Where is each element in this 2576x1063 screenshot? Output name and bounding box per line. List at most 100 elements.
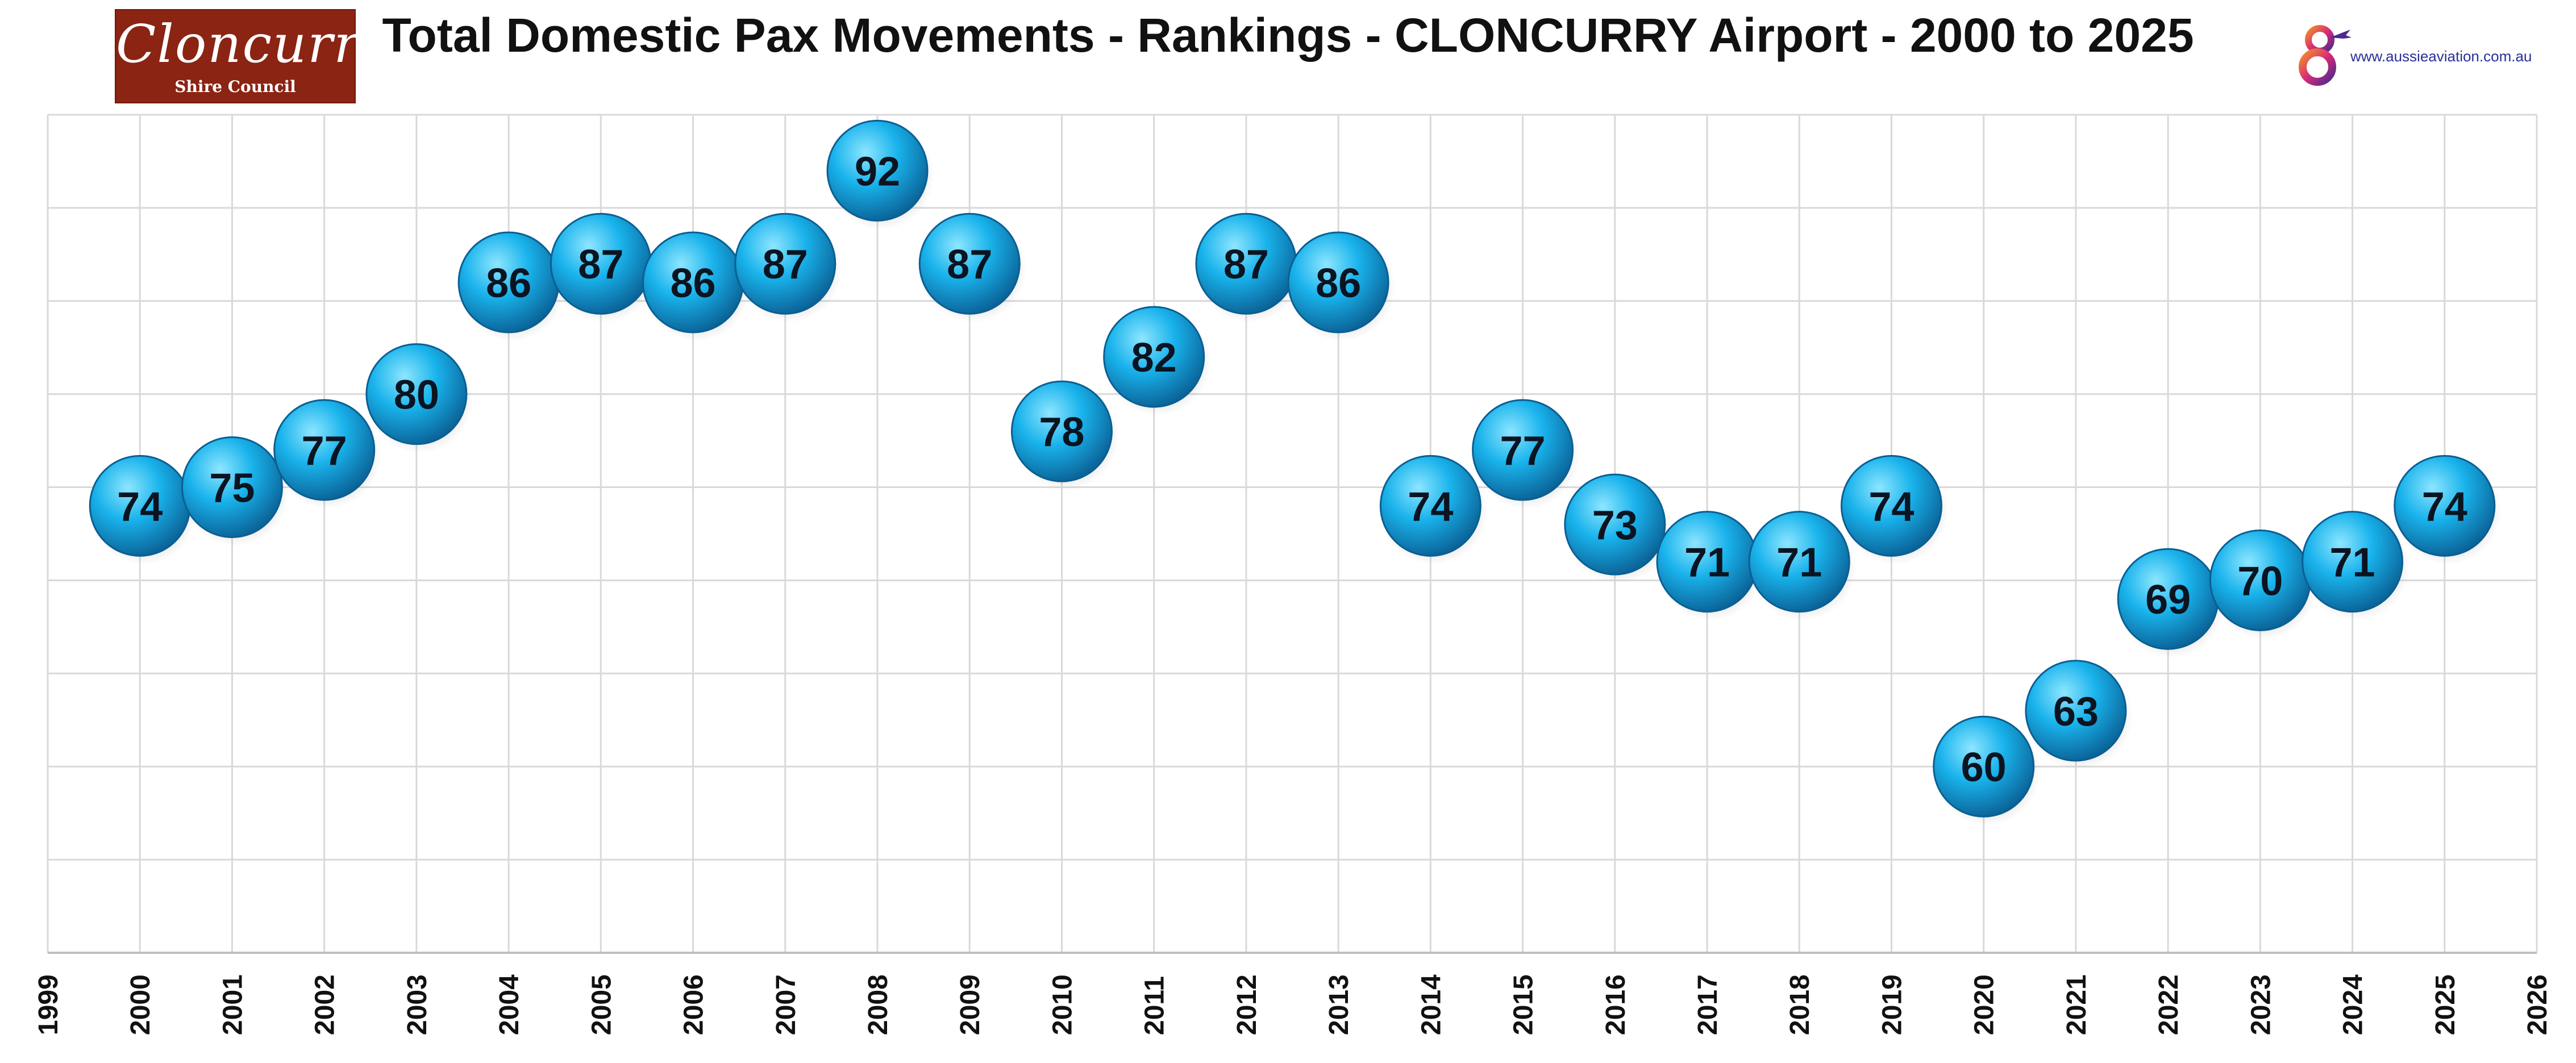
point-value-label: 86 [486,261,531,306]
data-point: 69 [2117,548,2225,658]
point-value-label: 80 [394,373,439,418]
point-value-label: 74 [2422,484,2467,530]
x-tick-label: 2010 [1047,974,1077,1035]
data-point: 74 [1379,455,1488,565]
point-sphere [1472,399,1574,501]
x-tick-label: 2021 [2062,974,2092,1035]
cloncurry-shire-council-logo: Cloncurry Shire Council [115,9,391,103]
x-tick-label: 2007 [771,974,801,1035]
x-tick-label: 2017 [1693,974,1723,1035]
data-point: 82 [1103,306,1211,416]
point-value-label: 74 [1868,484,1914,530]
point-value-label: 87 [947,242,992,287]
data-point: 77 [1472,399,1580,509]
point-sphere [918,212,1021,315]
point-value-label: 87 [1224,242,1269,287]
data-point: 74 [89,455,197,565]
x-tick-label: 2022 [2154,974,2184,1035]
point-value-label: 82 [1131,335,1177,381]
x-tick-label: 2011 [1140,976,1170,1035]
data-point: 71 [1656,511,1764,621]
point-sphere [1287,231,1389,334]
point-value-label: 87 [763,242,808,287]
point-value-label: 78 [1039,410,1084,455]
data-point: 70 [2209,529,2317,640]
data-point: 74 [1840,455,1949,565]
point-sphere [1379,455,1481,557]
point-sphere [1748,511,1850,613]
point-value-label: 63 [2053,689,2099,735]
data-point: 87 [734,212,842,323]
x-tick-label: 2016 [1601,974,1631,1035]
point-sphere [2394,455,2496,557]
x-tick-label: 2008 [863,974,893,1035]
logo-sub-text: Shire Council [174,77,296,96]
point-sphere [2025,660,2127,762]
x-tick-label: 2023 [2246,974,2276,1035]
point-sphere [734,212,837,315]
point-value-label: 86 [1316,261,1361,306]
data-point: 77 [273,399,381,509]
x-tick-label: 2001 [218,974,248,1035]
data-point: 73 [1564,473,1672,584]
point-value-label: 71 [1684,540,1730,586]
aussie-aviation-logo: www.aussieaviation.com.au [2296,15,2546,89]
data-point: 86 [642,231,750,341]
chart-title: Total Domestic Pax Movements - Rankings … [382,9,2194,62]
data-point: 71 [1748,511,1857,621]
data-point: 71 [2302,511,2409,621]
point-sphere [1103,306,1205,408]
point-value-label: 74 [117,484,163,530]
x-tick-label: 2026 [2523,974,2553,1035]
point-value-label: 77 [1500,428,1546,474]
data-points: 74 75 77 80 86 87 86 87 92 87 78 82 87 86 74 77 73 71 71 74… [89,119,2502,826]
data-point: 86 [1287,231,1396,341]
point-value-label: 60 [1961,745,2007,790]
data-point: 86 [457,231,566,341]
x-tick-label: 2013 [1324,974,1354,1035]
data-point: 63 [2025,660,2133,770]
x-tick-label: 2009 [955,974,985,1035]
data-point: 78 [1010,380,1119,491]
data-point: 87 [1195,212,1303,323]
point-value-label: 71 [2330,540,2375,586]
x-tick-label: 2006 [679,974,709,1035]
data-point: 60 [1933,715,2041,826]
x-tick-label: 2025 [2431,974,2461,1035]
point-sphere [1564,473,1666,576]
x-tick-label: 2020 [1970,974,2000,1035]
x-tick-label: 2012 [1232,974,1262,1035]
data-point: 74 [2394,455,2502,565]
point-value-label: 71 [1776,540,1822,586]
point-value-label: 73 [1592,503,1638,548]
point-sphere [2302,511,2404,613]
x-tick-label: 2019 [1877,974,1907,1035]
x-tick-label: 2004 [494,974,525,1035]
logo-script-text: Cloncurry [116,14,391,74]
x-tick-label: 2002 [310,974,340,1035]
x-axis-ticks: 1999 2000 2001 2002 2003 2004 2005 2006 2007 2008… [34,974,2553,1035]
point-sphere [181,436,283,539]
point-value-label: 92 [855,149,900,194]
point-sphere [826,119,929,222]
point-value-label: 74 [1408,484,1453,530]
point-value-label: 75 [209,466,255,511]
point-value-label: 87 [578,242,623,287]
data-point: 87 [550,212,658,323]
x-tick-label: 2015 [1509,974,1539,1035]
point-value-label: 77 [302,428,347,474]
data-point: 75 [181,436,289,547]
point-sphere [273,399,376,501]
data-point: 80 [365,343,473,453]
x-tick-label: 2024 [2338,974,2369,1035]
aussie-aviation-mark-icon [2299,25,2352,86]
point-sphere [1933,715,2035,818]
aussie-aviation-url: www.aussieaviation.com.au [2350,48,2532,65]
point-value-label: 70 [2237,558,2283,604]
x-tick-label: 2003 [402,974,432,1035]
x-tick-label: 2018 [1785,974,1815,1035]
x-tick-label: 2005 [586,974,617,1035]
data-point: 92 [826,119,934,230]
x-tick-label: 1999 [34,974,64,1035]
